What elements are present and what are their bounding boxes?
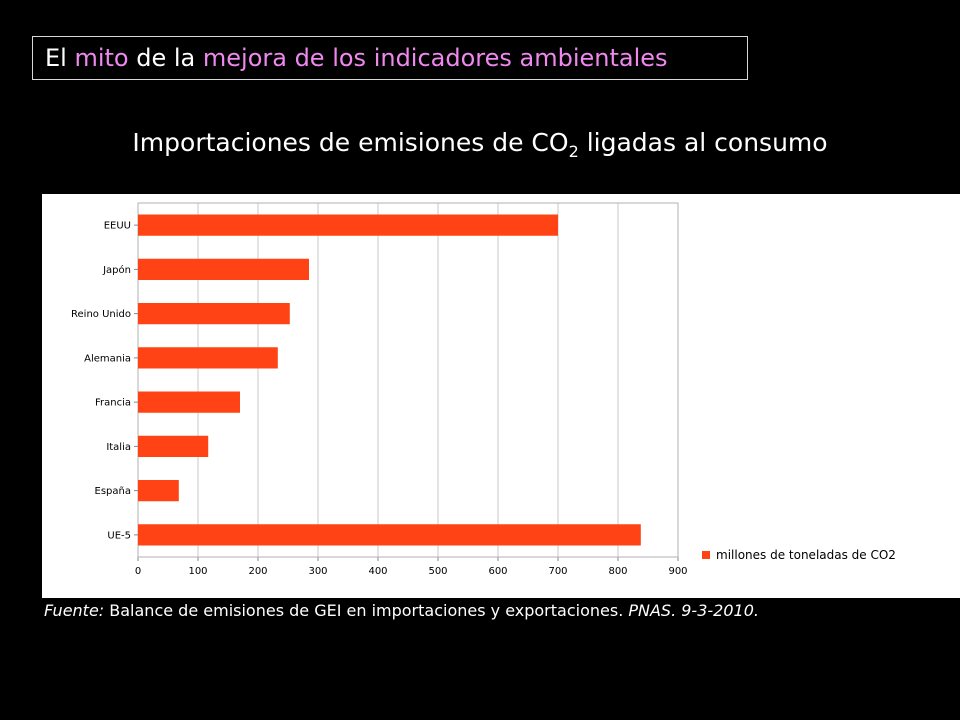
x-tick-label: 900 — [668, 566, 687, 577]
grid-lines — [134, 202, 679, 561]
x-tick-label: 100 — [188, 566, 207, 577]
chart-heading-tail: ligadas al consumo — [578, 128, 828, 157]
x-tick-label: 700 — [548, 566, 567, 577]
x-tick-label: 200 — [248, 566, 267, 577]
slide-title-part4: mejora de los indicadores ambientales — [202, 44, 668, 72]
bar — [138, 480, 179, 502]
bar — [138, 391, 240, 413]
plot-frame — [137, 202, 679, 558]
legend-swatch — [702, 551, 710, 559]
chart-heading: Importaciones de emisiones de CO2 ligada… — [0, 128, 960, 161]
category-label: EEUU — [104, 221, 131, 232]
x-tick-label: 300 — [308, 566, 327, 577]
source-citation: PNAS. 9-3-2010. — [628, 601, 759, 620]
x-tick-label: 400 — [368, 566, 387, 577]
category-label: Francia — [95, 398, 131, 409]
bar — [138, 214, 558, 236]
bar — [138, 347, 278, 369]
chart-legend: millones de toneladas de CO2 — [702, 548, 902, 562]
source-text: Balance de emisiones de GEI en importaci… — [104, 601, 629, 620]
bar — [138, 435, 209, 457]
category-label: Japón — [102, 264, 131, 276]
legend-label: millones de toneladas de CO2 — [716, 548, 896, 562]
slide-title-part3: de la — [128, 44, 203, 72]
category-label: UE-5 — [107, 530, 131, 541]
slide-title-part1: El — [45, 44, 75, 72]
bar-chart: 0 100 200 300 400 500 600 700 800 900 EEUU Japón Rei… — [71, 202, 688, 577]
source-label: Fuente: — [44, 601, 105, 620]
chart-heading-main: Importaciones de emisiones de CO — [132, 128, 569, 157]
category-label: Italia — [106, 442, 131, 453]
chart-heading-subscript: 2 — [568, 142, 579, 161]
x-tick-label: 600 — [488, 566, 507, 577]
bar — [138, 524, 641, 546]
bar — [138, 303, 290, 325]
category-label: España — [95, 486, 131, 497]
bar — [138, 258, 309, 280]
chart-panel: 0 100 200 300 400 500 600 700 800 900 EEUU Japón Rei… — [42, 194, 960, 598]
axis-labels: 0 100 200 300 400 500 600 700 800 900 EEUU Japón Rei… — [71, 221, 688, 577]
slide-title-part2: mito — [74, 44, 129, 72]
x-tick-label: 500 — [428, 566, 447, 577]
category-label: Reino Unido — [71, 309, 131, 320]
x-tick-label: 0 — [135, 566, 141, 577]
x-tick-label: 800 — [608, 566, 627, 577]
source-note: Fuente: Balance de emisiones de GEI en i… — [44, 601, 944, 620]
category-label: Alemania — [84, 353, 131, 364]
bars — [138, 214, 641, 546]
slide-title: El mito de la mejora de los indicadores … — [32, 36, 748, 80]
